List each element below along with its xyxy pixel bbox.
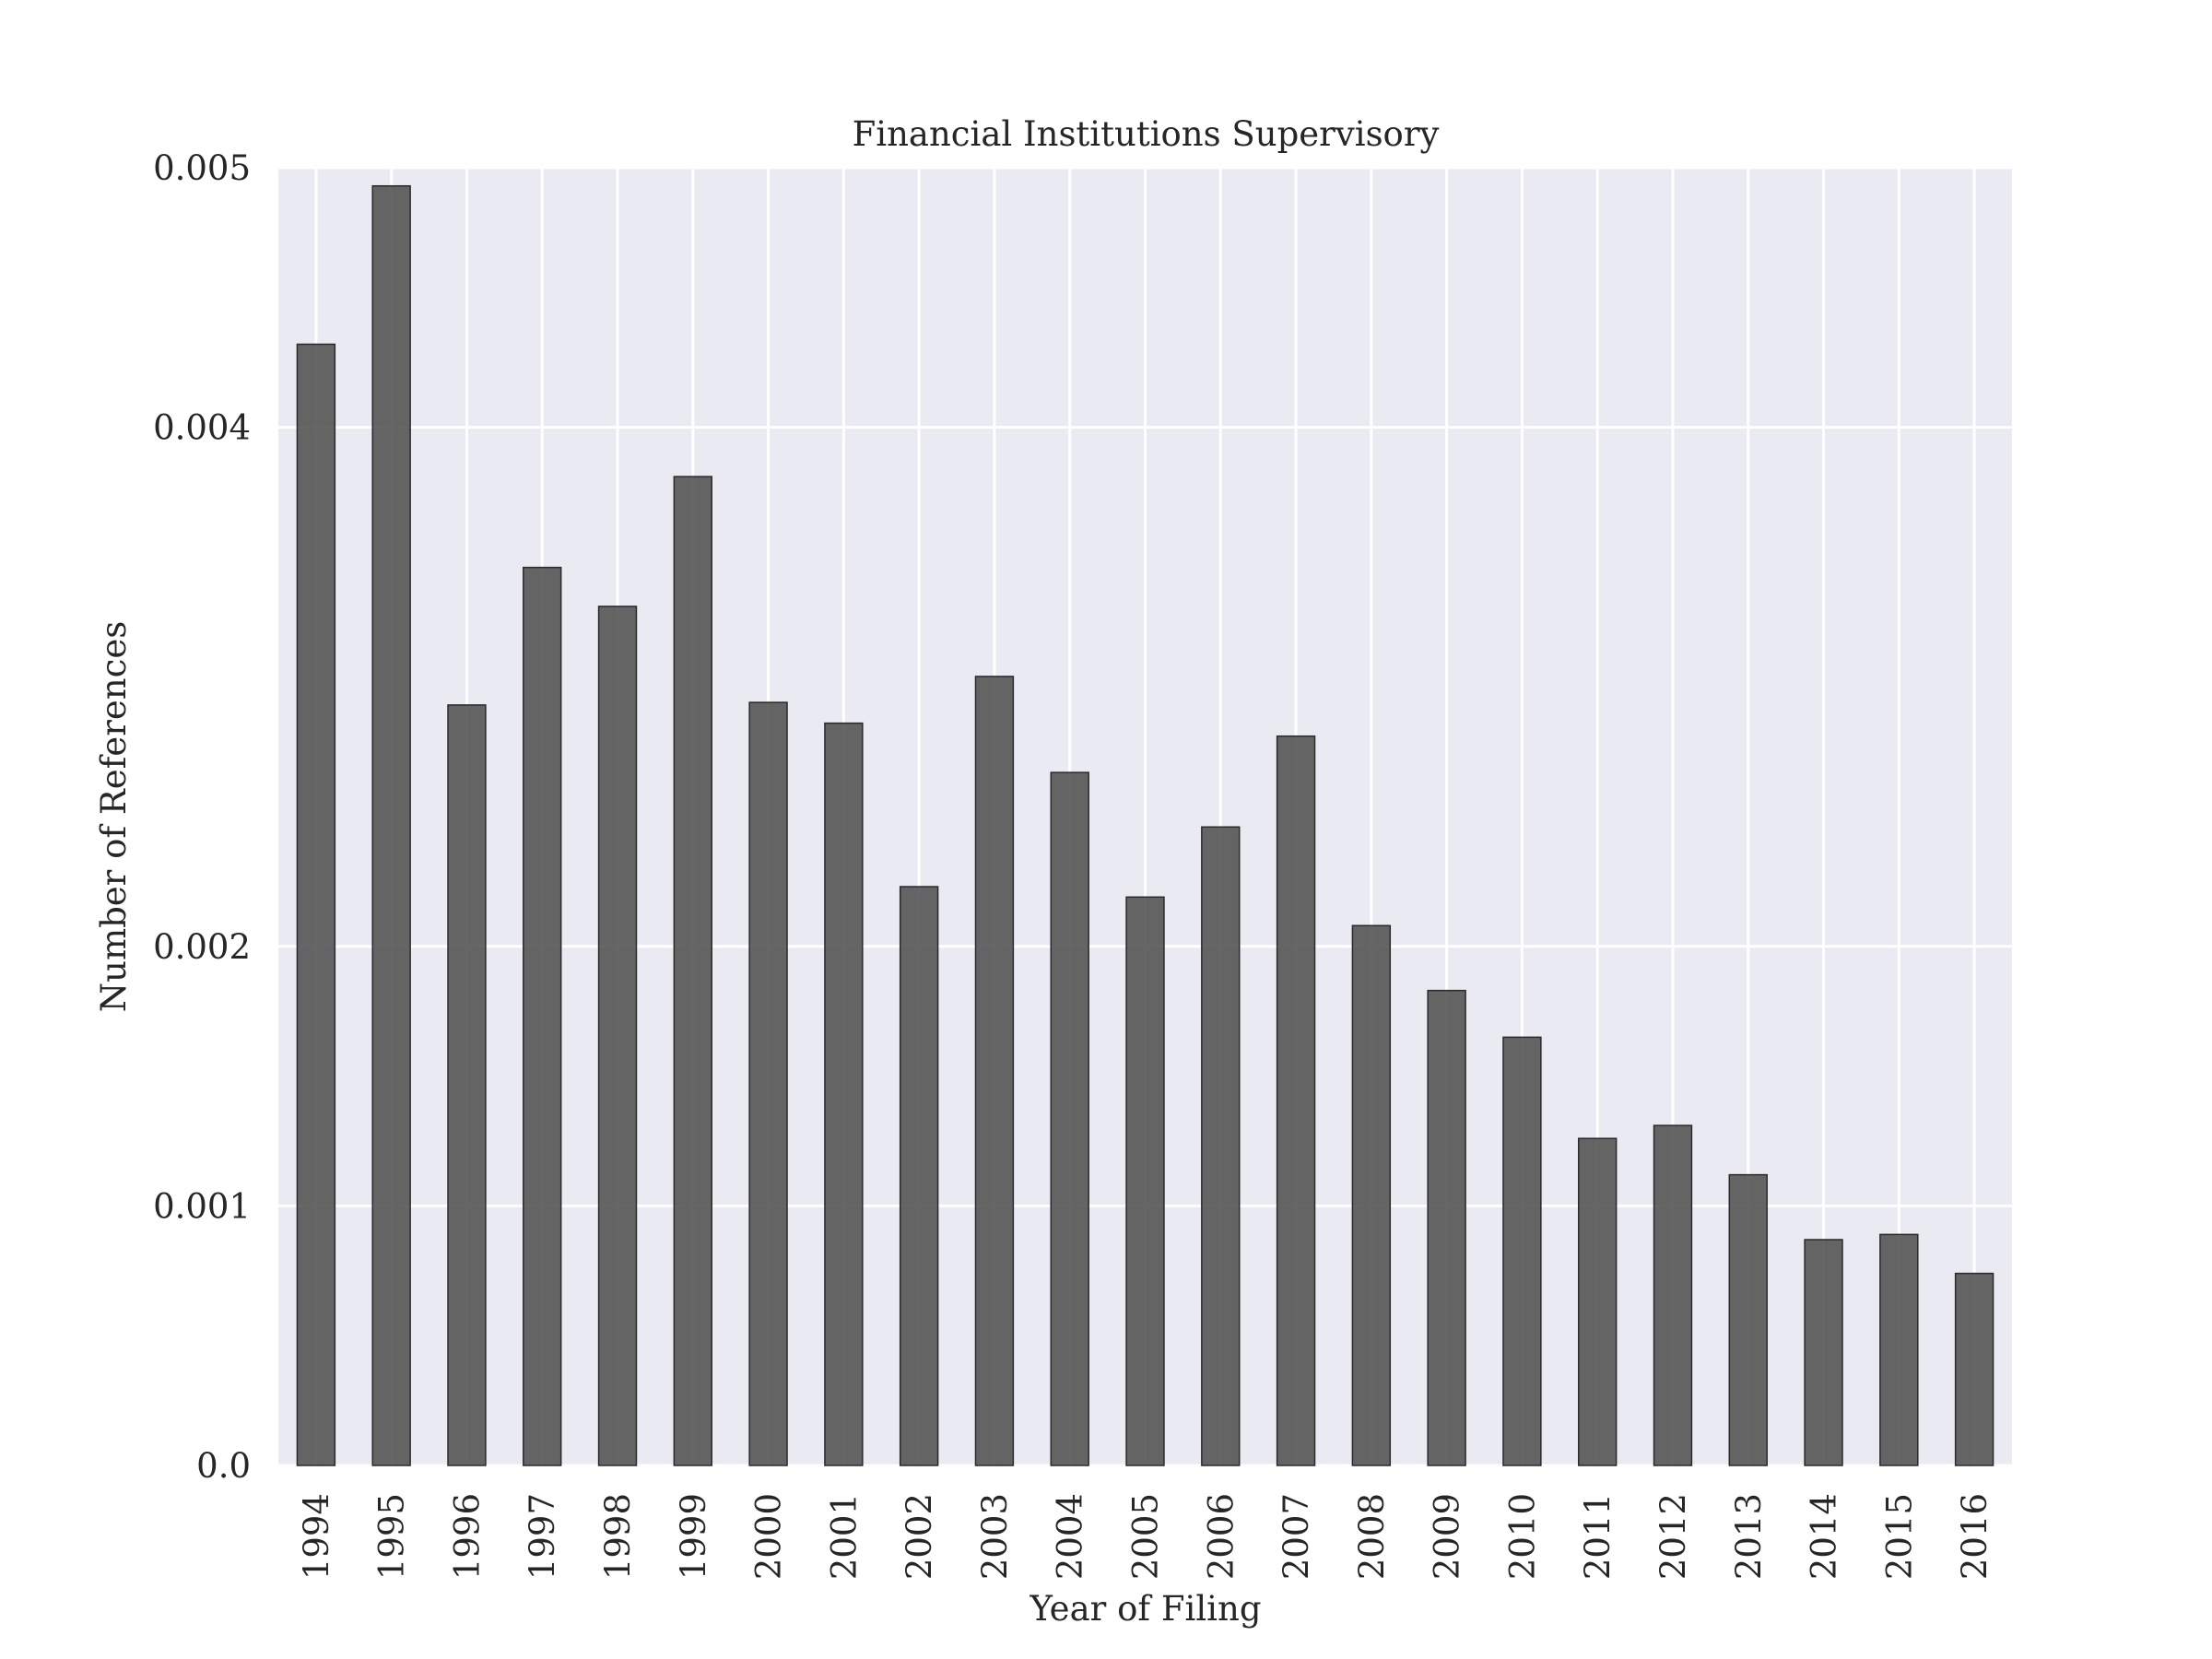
y-axis-label: Number of References — [94, 621, 134, 1012]
bar-2009 — [1427, 989, 1466, 1466]
x-tick-label: 1995 — [372, 1493, 412, 1580]
x-tick-label: 1997 — [523, 1493, 562, 1580]
bar-2015 — [1879, 1233, 1919, 1466]
x-tick-label: 2015 — [1879, 1493, 1919, 1580]
x-tick-label: 2005 — [1126, 1493, 1166, 1580]
bars — [296, 184, 1994, 1466]
x-tick-label: 2001 — [824, 1493, 864, 1580]
y-tick-label: 0.005 — [153, 148, 251, 188]
bar-1999 — [673, 476, 713, 1466]
y-tick-labels: 0.0 0.001 0.002 0.004 0.005 — [153, 148, 251, 1486]
bar-2007 — [1276, 735, 1316, 1466]
bar-2010 — [1502, 1036, 1542, 1466]
x-tick-label: 2004 — [1051, 1493, 1090, 1580]
bar-2003 — [974, 676, 1015, 1466]
x-tick-label: 2003 — [975, 1493, 1015, 1580]
x-tick-label: 2006 — [1201, 1493, 1241, 1580]
bar-2004 — [1050, 771, 1089, 1466]
x-tick-label: 1996 — [447, 1493, 487, 1580]
x-axis-label: Year of Filing — [1029, 1589, 1261, 1629]
chart-title: Financial Institutions Supervisory — [853, 114, 1440, 154]
bar-1994 — [296, 343, 336, 1466]
x-tick-label: 2016 — [1955, 1493, 1994, 1580]
x-tick-label: 2014 — [1805, 1493, 1844, 1580]
bar-1997 — [523, 566, 562, 1466]
x-tick-labels: 1994 1995 1996 1997 1998 1999 2000 2001 2002 2003… — [297, 1493, 1994, 1580]
bar-2016 — [1954, 1272, 1994, 1466]
bar-1998 — [597, 606, 638, 1466]
x-tick-label: 2010 — [1502, 1493, 1542, 1580]
bar-2013 — [1728, 1173, 1768, 1466]
bar-2012 — [1653, 1124, 1693, 1466]
y-tick-label: 0.004 — [153, 408, 251, 448]
x-tick-label: 2008 — [1352, 1493, 1392, 1580]
bar-1996 — [447, 704, 487, 1466]
bar-2005 — [1125, 896, 1165, 1466]
x-tick-label: 2011 — [1578, 1493, 1618, 1580]
y-tick-label: 0.002 — [153, 927, 251, 967]
x-tick-label: 2009 — [1428, 1493, 1467, 1580]
bar-2002 — [899, 886, 939, 1466]
x-tick-label: 1999 — [674, 1493, 713, 1580]
bar-1995 — [371, 184, 411, 1466]
bar-2006 — [1201, 826, 1241, 1466]
bar-2001 — [824, 722, 864, 1466]
x-tick-label: 2000 — [749, 1493, 789, 1580]
bar-2008 — [1351, 924, 1392, 1466]
y-tick-label: 0.001 — [153, 1186, 251, 1226]
bar-2011 — [1578, 1137, 1618, 1466]
x-tick-label: 1994 — [297, 1493, 336, 1580]
bar-2014 — [1804, 1239, 1843, 1466]
bar-2000 — [748, 701, 788, 1466]
y-tick-label: 0.0 — [196, 1446, 251, 1486]
x-tick-label: 2013 — [1729, 1493, 1769, 1580]
x-tick-label: 2007 — [1277, 1493, 1316, 1580]
x-tick-label: 2002 — [900, 1493, 939, 1580]
x-tick-label: 1998 — [598, 1493, 638, 1580]
x-tick-label: 2012 — [1653, 1493, 1693, 1580]
